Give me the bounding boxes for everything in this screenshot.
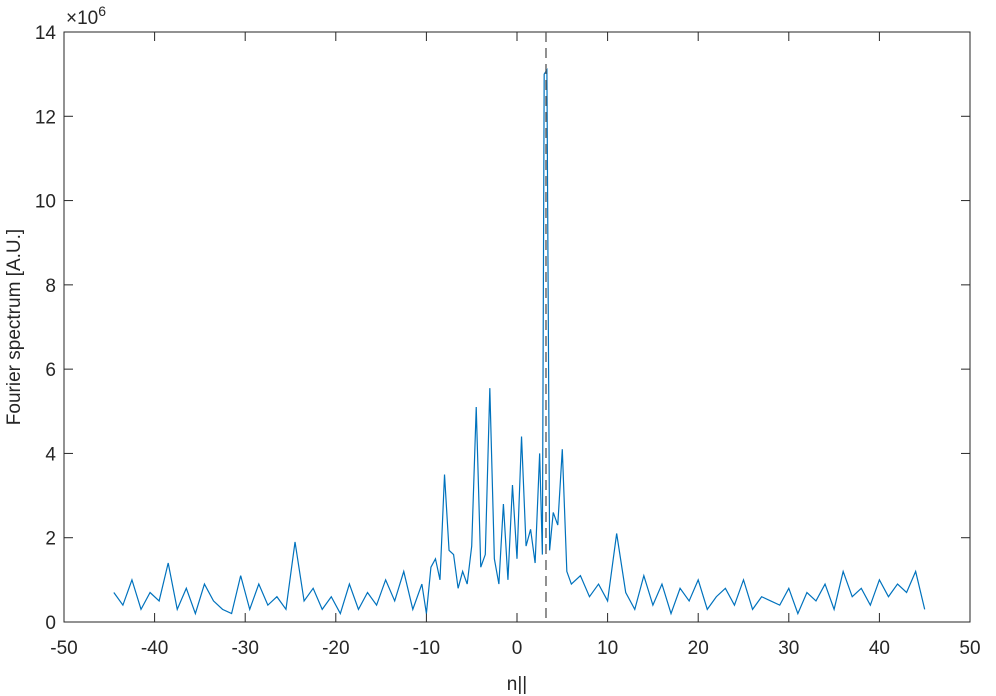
- y-tick-label: 6: [45, 360, 56, 381]
- y-tick-label: 8: [45, 276, 56, 297]
- x-tick-label: 20: [688, 638, 709, 659]
- x-tick-label: 50: [959, 638, 980, 659]
- x-tick-label: -40: [141, 638, 168, 659]
- line-series: [113, 67, 926, 616]
- y-tick-label: 4: [45, 444, 56, 465]
- x-tick-label: -30: [231, 638, 258, 659]
- x-tick-label: -10: [413, 638, 440, 659]
- y-tick-label: 2: [45, 529, 56, 550]
- y-exponent: ×106: [66, 3, 106, 29]
- y-tick-label: 10: [35, 192, 56, 213]
- x-tick-label: -20: [322, 638, 349, 659]
- y-exponent-power: 6: [98, 3, 106, 19]
- x-tick-label: 10: [597, 638, 618, 659]
- x-tick-label: 40: [869, 638, 890, 659]
- y-exponent-base: ×10: [66, 8, 98, 29]
- x-tick-label: -50: [50, 638, 77, 659]
- y-tick-label: 12: [35, 107, 56, 128]
- y-tick-label: 14: [35, 23, 57, 44]
- y-tick-label: 0: [45, 613, 56, 634]
- y-axis-label: Fourier spectrum [A.U.]: [4, 229, 25, 425]
- x-tick-label: 0: [512, 638, 523, 659]
- plot-area: [63, 31, 971, 623]
- x-axis-label: n||: [507, 674, 527, 695]
- x-tick-label: 30: [778, 638, 799, 659]
